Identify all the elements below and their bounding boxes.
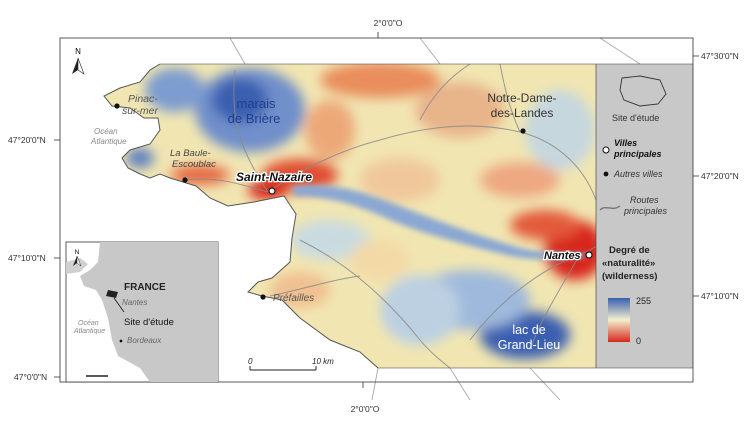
inset-map: N FRANCE Océan Atlantique Nantes Site d'é… [65,241,219,383]
ocean-label: Océan Atlantique [90,127,127,146]
nantes-marker [585,251,593,259]
legend-villes-principales: Villes principales [613,138,662,159]
right-latitude-label-1: 47°30'0"N [701,51,739,61]
right-latitude-label-2: 47°20'0"N [701,171,739,181]
saint-nazaire-label: Saint-Nazaire [236,170,312,184]
inset-bordeaux-label: Bordeaux [127,336,162,345]
scale-bar: 0 10 km [248,357,334,371]
inset-france-label: FRANCE [124,282,166,293]
inset-site-marker [106,290,118,298]
outer-land-north [60,38,693,82]
la-baule-label: La Baule-Escoublac [170,148,216,170]
legend-site-label: Site d'étude [612,113,659,123]
nantes-label: Nantes [544,250,581,262]
scale-max-label: 255 [636,296,651,306]
pinac-label: Pinac-sur-mer [122,93,158,117]
north-arrow-icon: N [72,47,85,75]
notre-dame-marker [520,128,526,134]
scale-min-label: 0 [636,336,641,346]
site-outline-icon [619,75,667,107]
left-latitude-label-2: 47°10'0"N [8,253,46,263]
bottom-longitude-label: 2°0'0"O [351,404,380,414]
legend: Site d'étude Villes principales Autres vi… [599,75,668,346]
briere-label: marais de Brière [228,96,281,126]
grand-lieu-label: lac de Grand-Lieu [498,323,561,352]
coastline [103,63,379,369]
left-latitude-label-3: 47°0'0"N [14,372,47,382]
notre-dame-label: Notre-Dame-des-Landes [487,91,556,120]
svg-text:N: N [75,47,81,56]
inset-site-label: Site d'étude [124,317,174,328]
prefailles-marker [260,294,266,300]
legend-degree-title: Degré de «naturalité» (wilderness) [602,245,657,282]
loire-estuary [292,184,585,260]
autres-villes-icon [603,171,609,177]
inset-ocean-label: Océan Atlantique [73,320,105,335]
right-latitude-label-3: 47°10'0"N [701,291,739,301]
top-longitude-label: 2°0'0"O [374,18,403,28]
inset-north-arrow-icon: N [73,249,82,267]
la-baule-marker [182,177,188,183]
pinac-marker [114,103,120,109]
inset-nantes-label: Nantes [122,298,147,307]
outer-roads [229,37,641,401]
svg-text:N: N [75,249,80,256]
left-latitude-label-1: 47°20'0"N [8,135,46,145]
saint-nazaire-marker [268,187,276,195]
legend-autres-villes: Autres villes [613,169,663,179]
scale-end-label: 10 km [312,357,334,366]
map-frame [59,37,694,383]
naturalness-color-ramp [608,298,630,342]
inset-bordeaux-marker [119,339,123,343]
villes-principales-icon [602,146,610,154]
scale-start-label: 0 [248,357,253,366]
routes-icon [599,205,621,211]
prefailles-label: Préfailles [273,293,314,304]
legend-routes: Routes principales [623,195,668,216]
